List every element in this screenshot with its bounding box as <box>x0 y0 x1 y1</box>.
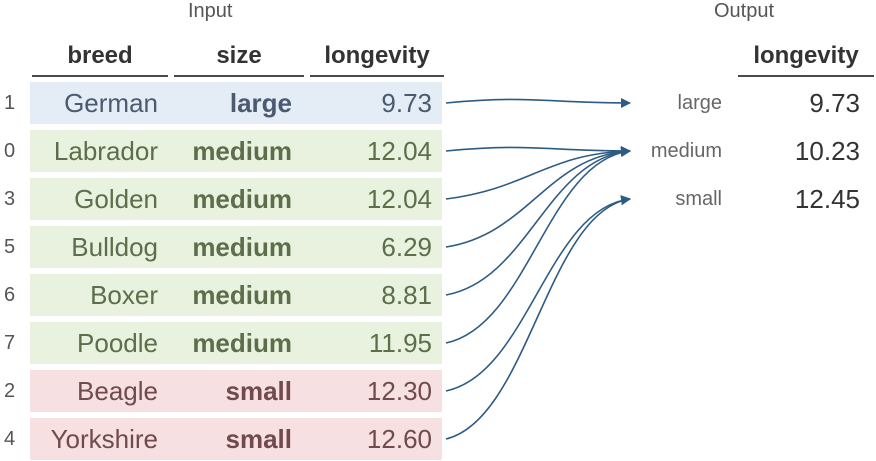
row-index: 1 <box>4 92 16 114</box>
table-row <box>30 178 442 220</box>
input-label: Input <box>188 0 233 22</box>
mapping-arrow <box>445 146 631 200</box>
cell-breed: Beagle <box>77 376 158 406</box>
cell-longevity: 6.29 <box>381 232 432 262</box>
row-index: 3 <box>4 188 16 210</box>
mapping-arrow <box>445 97 631 108</box>
cell-longevity: 9.73 <box>381 88 432 118</box>
cell-longevity: 12.04 <box>366 136 432 166</box>
row-index: 7 <box>4 332 16 354</box>
cell-breed: Boxer <box>90 280 158 310</box>
cell-size: medium <box>192 184 292 214</box>
cell-size: medium <box>192 232 292 262</box>
cell-size: large <box>229 88 292 118</box>
cell-breed: German <box>64 88 158 118</box>
row-index: 2 <box>4 380 16 402</box>
table-row <box>30 370 442 412</box>
output-value: 12.45 <box>794 184 860 214</box>
table-row <box>30 82 442 124</box>
row-index: 6 <box>4 284 16 306</box>
cell-breed: Poodle <box>77 328 158 358</box>
header-breed: breed <box>67 42 133 69</box>
output-key: small <box>675 188 722 210</box>
cell-longevity: 12.04 <box>366 184 432 214</box>
cell-longevity: 12.60 <box>366 424 432 454</box>
output-value: 9.73 <box>809 88 860 118</box>
mapping-arrow <box>445 195 631 392</box>
cell-breed: Golden <box>74 184 158 214</box>
row-index: 5 <box>4 236 16 258</box>
row-index: 4 <box>4 428 16 450</box>
header-longevity: longevity <box>324 42 430 69</box>
mapping-arrow <box>445 145 631 156</box>
table-row <box>30 130 442 172</box>
table-row <box>30 274 442 316</box>
header-rule-longevity <box>310 75 444 77</box>
cell-longevity: 12.30 <box>366 376 432 406</box>
table-row <box>30 226 442 268</box>
header-rule-size <box>174 75 304 77</box>
table-row <box>30 322 442 364</box>
mapping-arrow <box>445 147 631 344</box>
cell-size: medium <box>192 328 292 358</box>
cell-longevity: 11.95 <box>368 328 432 358</box>
mapping-arrow <box>445 146 631 296</box>
mapping-arrow <box>445 195 631 440</box>
cell-breed: Bulldog <box>71 232 158 262</box>
row-index: 0 <box>4 140 16 162</box>
header-rule-breed <box>32 75 168 77</box>
mapping-arrow <box>445 146 631 248</box>
header-size: size <box>216 42 262 69</box>
cell-breed: Labrador <box>53 136 158 166</box>
table-row <box>30 418 442 460</box>
output-key: medium <box>650 140 722 162</box>
cell-size: small <box>225 424 293 454</box>
output-label: Output <box>714 0 775 22</box>
output-value: 10.23 <box>794 136 860 166</box>
cell-size: small <box>225 376 293 406</box>
cell-size: medium <box>192 280 292 310</box>
output-header-longevity: longevity <box>753 42 859 69</box>
output-header-rule <box>738 75 874 77</box>
cell-size: medium <box>192 136 292 166</box>
output-key: large <box>677 92 722 114</box>
cell-longevity: 8.81 <box>381 280 432 310</box>
cell-breed: Yorkshire <box>50 424 158 454</box>
